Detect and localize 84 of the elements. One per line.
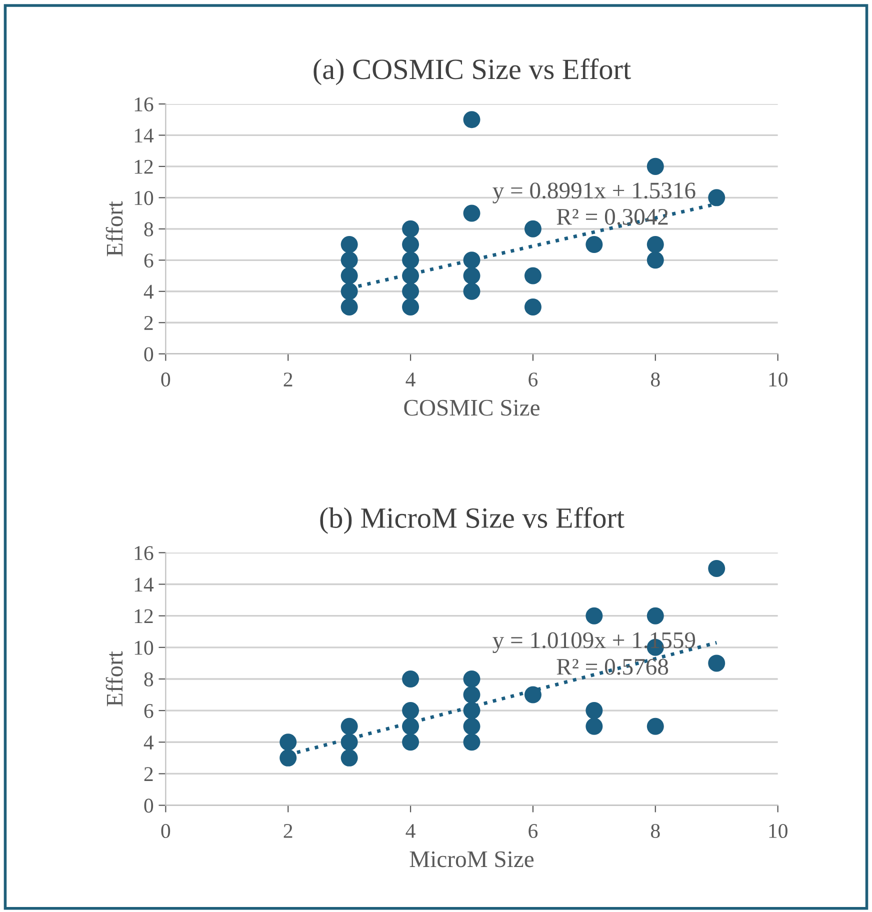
- y-tick-label: 0: [144, 347, 154, 362]
- point: [463, 204, 480, 222]
- point: [340, 267, 358, 284]
- point: [524, 298, 542, 316]
- point: [586, 236, 603, 254]
- point: [586, 702, 603, 720]
- point: [463, 702, 480, 720]
- point: [586, 607, 603, 624]
- point: [340, 749, 358, 766]
- point: [280, 749, 297, 766]
- y-axis-title: Effort: [106, 651, 123, 706]
- x-axis-title: COSMIC Size: [404, 400, 540, 416]
- chart-title: (a) COSMIC Size vs Effort: [314, 58, 631, 86]
- point: [402, 282, 420, 300]
- point: [402, 734, 420, 751]
- point: [402, 670, 420, 688]
- point: [402, 267, 420, 284]
- x-tick-label: 2: [284, 372, 292, 386]
- annotation: y = 1.0109x + 1.1559: [492, 632, 696, 654]
- point: [708, 189, 726, 206]
- point: [463, 282, 480, 300]
- y-tick-label: 10: [134, 191, 154, 206]
- point: [340, 236, 358, 254]
- point: [402, 298, 420, 316]
- y-tick-label: 16: [134, 97, 154, 112]
- y-tick-label: 6: [144, 254, 154, 268]
- point: [463, 670, 480, 688]
- point: [402, 718, 420, 735]
- y-tick-label: 12: [134, 160, 153, 174]
- point: [340, 252, 358, 269]
- point: [463, 734, 480, 751]
- x-tick-label: 6: [528, 824, 538, 838]
- y-tick-label: 4: [144, 284, 154, 299]
- y-axis-title: Effort: [106, 201, 123, 256]
- point: [524, 686, 542, 704]
- y-tick-label: 8: [144, 222, 154, 236]
- chart-title: (b) MicroM Size vs Effort: [320, 507, 624, 534]
- point: [280, 734, 297, 751]
- point: [586, 718, 603, 735]
- x-tick-label: 0: [161, 824, 170, 838]
- x-tick-label: 4: [406, 824, 416, 838]
- point: [524, 220, 542, 238]
- y-tick-label: 4: [144, 736, 154, 750]
- x-tick-label: 8: [650, 824, 660, 838]
- x-tick-label: 10: [769, 372, 788, 387]
- point: [402, 702, 420, 720]
- y-tick-label: 10: [134, 640, 154, 655]
- x-axis-title: MicroM Size: [410, 851, 534, 868]
- point: [402, 220, 420, 238]
- point: [402, 252, 420, 269]
- point: [340, 298, 358, 316]
- point: [646, 236, 664, 254]
- point: [708, 560, 726, 577]
- point: [463, 111, 480, 128]
- point: [708, 654, 726, 672]
- point: [646, 718, 664, 735]
- point: [340, 718, 358, 735]
- point: [463, 718, 480, 735]
- point: [524, 267, 542, 284]
- y-tick-label: 12: [134, 609, 153, 624]
- point: [646, 158, 664, 175]
- y-tick-label: 14: [134, 578, 154, 592]
- y-tick-label: 14: [134, 128, 154, 142]
- point: [463, 252, 480, 269]
- point: [340, 734, 358, 751]
- x-tick-label: 0: [161, 372, 170, 387]
- x-tick-label: 10: [769, 824, 788, 838]
- x-tick-label: 2: [284, 824, 292, 838]
- y-tick-label: 2: [144, 316, 153, 330]
- annotation: y = 0.8991x + 1.5316: [492, 182, 696, 204]
- point: [463, 267, 480, 284]
- y-tick-label: 2: [144, 767, 153, 781]
- x-tick-label: 4: [406, 372, 416, 386]
- point: [402, 236, 420, 254]
- x-tick-label: 8: [650, 372, 660, 387]
- y-tick-label: 0: [144, 798, 154, 813]
- point: [646, 607, 664, 624]
- point: [340, 282, 358, 300]
- y-tick-label: 6: [144, 704, 154, 718]
- x-tick-label: 6: [528, 372, 538, 387]
- y-tick-label: 16: [134, 546, 154, 560]
- point: [646, 252, 664, 269]
- y-tick-label: 8: [144, 672, 154, 686]
- point: [463, 686, 480, 704]
